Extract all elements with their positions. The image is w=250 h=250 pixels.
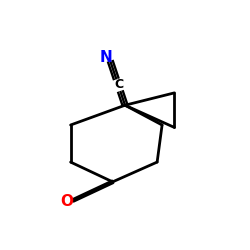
Text: N: N xyxy=(100,50,113,64)
Text: C: C xyxy=(114,78,124,91)
Text: O: O xyxy=(60,194,74,209)
